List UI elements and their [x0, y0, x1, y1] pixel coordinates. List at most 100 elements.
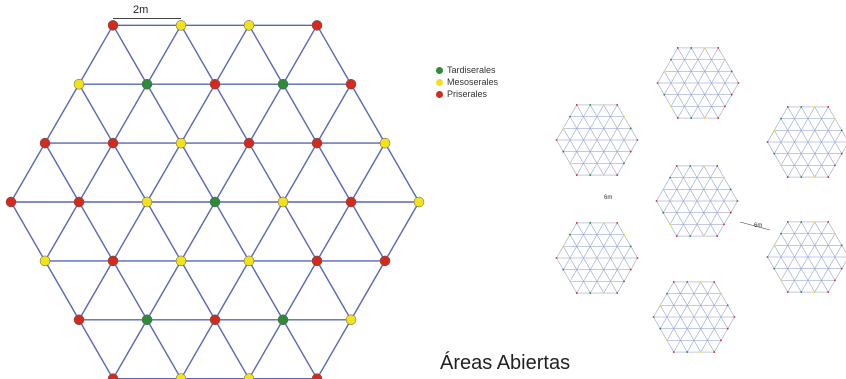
grid-line: [780, 233, 789, 246]
grid-line: [589, 269, 598, 282]
plant-marker: [562, 268, 565, 271]
grid-line: [180, 201, 216, 262]
grid-line: [686, 293, 695, 306]
plant-marker: [729, 188, 732, 191]
plant-marker: [655, 200, 658, 202]
scale-label: 2m: [133, 4, 149, 16]
plant-marker: [602, 292, 605, 294]
grid-line: [723, 177, 732, 190]
grid-line: [248, 142, 284, 203]
grid-line: [780, 221, 789, 234]
plant-marker: [623, 162, 625, 165]
plant-marker: [716, 235, 719, 237]
plant-marker: [175, 373, 187, 379]
grid-line: [677, 82, 685, 95]
grid-line: [800, 280, 809, 293]
grid-line: [676, 165, 684, 178]
grid-line: [700, 340, 708, 353]
grid-line: [794, 165, 802, 178]
grid-line: [821, 153, 829, 166]
grid-line: [794, 141, 802, 154]
grid-line: [603, 269, 611, 282]
grid-line: [146, 83, 182, 144]
plant-marker: [786, 106, 789, 108]
grid-line: [704, 59, 712, 72]
grid-line: [44, 83, 80, 144]
plant-marker: [73, 78, 85, 90]
grid-line: [720, 328, 729, 341]
grid-line: [800, 153, 809, 166]
grid-line: [821, 130, 829, 143]
plant-marker: [670, 105, 672, 108]
plant-marker: [713, 351, 716, 353]
grid-line: [727, 316, 735, 329]
plant-marker: [663, 70, 666, 73]
plant-marker: [175, 20, 187, 31]
plant-marker: [73, 314, 85, 326]
grid-line: [676, 177, 684, 190]
grid-line: [827, 106, 836, 119]
grid-line: [663, 82, 672, 95]
plant-marker: [73, 196, 85, 208]
plant-marker: [813, 221, 816, 223]
plant-marker: [766, 256, 769, 258]
grid-line: [693, 281, 702, 294]
plant-marker: [616, 292, 619, 294]
grid-line: [596, 104, 605, 117]
grid-line: [583, 104, 591, 117]
plant-marker: [175, 255, 187, 267]
grid-line: [583, 281, 591, 294]
grid-line: [717, 71, 726, 84]
grid-line: [807, 106, 816, 119]
plant-marker: [834, 232, 836, 235]
grid-line: [814, 130, 822, 143]
grid-line: [724, 71, 733, 84]
plant-marker: [800, 291, 803, 293]
grid-line: [800, 233, 809, 246]
grid-line: [282, 260, 318, 321]
grid-line: [773, 153, 782, 166]
grid-line: [834, 268, 843, 281]
grid-line: [834, 141, 843, 154]
grid-line: [180, 319, 216, 379]
grid-line: [689, 189, 698, 202]
grid-line: [787, 106, 795, 119]
grid-line: [676, 189, 684, 202]
grid-line: [616, 234, 625, 247]
grid-line: [610, 163, 618, 176]
grid-line: [316, 319, 352, 379]
legend-label-tardiserales: Tardiserales: [447, 65, 496, 75]
plant-marker: [141, 78, 153, 90]
grid-line: [576, 104, 584, 117]
grid-line: [562, 128, 571, 141]
grid-line: [670, 82, 679, 95]
grid-line: [686, 305, 695, 318]
grid-line: [248, 201, 284, 262]
plant-marker: [277, 78, 289, 90]
grid-line: [44, 201, 80, 262]
grid-line: [676, 224, 684, 237]
grid-line: [180, 260, 216, 321]
plant-marker: [766, 141, 769, 143]
grid-line: [834, 153, 843, 166]
grid-line: [827, 245, 836, 258]
grid-line: [773, 256, 782, 269]
plant-marker: [589, 222, 592, 224]
grid-line: [711, 106, 719, 119]
grid-line: [673, 305, 681, 318]
grid-line: [146, 24, 182, 85]
plant-marker: [277, 314, 289, 326]
plant-marker: [623, 233, 625, 236]
grid-line: [821, 165, 829, 178]
small-hexagon: [766, 221, 846, 293]
plant-marker: [629, 245, 632, 248]
grid-line: [821, 245, 829, 258]
grid-line: [780, 165, 789, 178]
grid-line: [316, 83, 352, 144]
plant-marker: [827, 291, 830, 293]
plant-marker: [209, 196, 221, 208]
grid-line: [686, 328, 695, 341]
grid-line: [680, 340, 688, 353]
grid-line: [616, 128, 625, 141]
